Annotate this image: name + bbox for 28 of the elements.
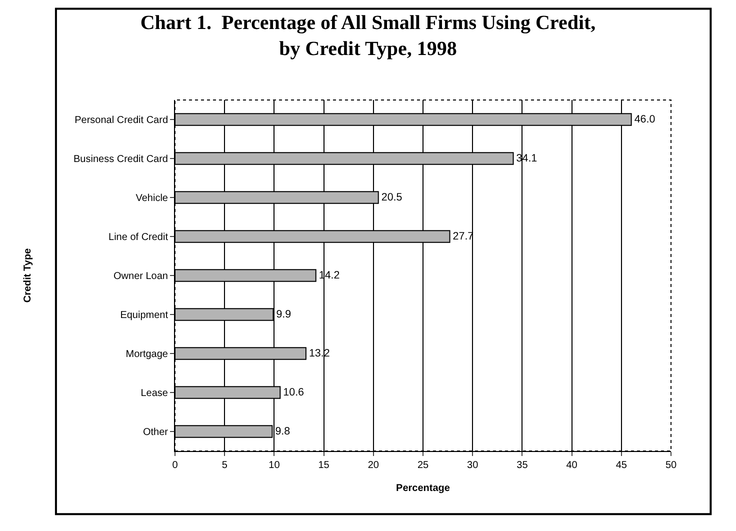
x-tick-label: 40 (566, 460, 578, 471)
x-tick-label: 0 (172, 460, 178, 471)
x-tick-label: 5 (222, 460, 228, 471)
x-tick-label: 35 (516, 460, 528, 471)
x-axis-title: Percentage (396, 483, 450, 494)
x-tick-label: 30 (467, 460, 479, 471)
data-label: 20.5 (381, 191, 402, 204)
y-tick-label: Mortgage (126, 349, 168, 360)
y-tick-label: Vehicle (136, 193, 168, 204)
y-tick-label: Lease (140, 388, 168, 399)
data-label: 46.0 (634, 113, 656, 126)
x-tick-label: 45 (616, 460, 628, 471)
y-axis-title: Credit Type (22, 248, 34, 303)
x-tick-label: 10 (268, 460, 280, 471)
y-tick-label: Personal Credit Card (74, 115, 168, 126)
x-tick-label: 20 (368, 460, 380, 471)
y-tick-label: Other (142, 427, 169, 438)
y-tick-label: Equipment (120, 310, 168, 321)
data-label: 9.8 (275, 425, 290, 438)
x-tick-label: 50 (665, 460, 677, 471)
x-tick-label: 25 (417, 460, 429, 471)
y-tick-label: Owner Loan (114, 271, 168, 282)
x-tick-label: 15 (318, 460, 330, 471)
y-tick-label: Business Credit Card (74, 154, 168, 165)
data-label: 9.9 (276, 308, 292, 320)
chart-title: Chart 1. Percentage of All Small Firms Using Credit, by Credit Type, 1998 (140, 12, 596, 60)
y-tick-label: Line of Credit (108, 232, 168, 243)
data-label: 10.6 (283, 386, 304, 398)
